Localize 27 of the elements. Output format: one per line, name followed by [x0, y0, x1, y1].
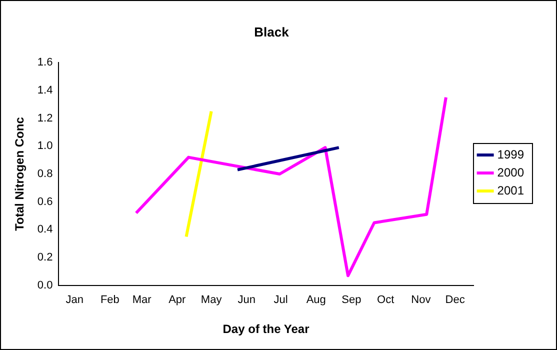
x-tick-label: Nov	[411, 294, 432, 306]
x-tick-label: Apr	[168, 294, 186, 306]
y-tick-label: 0.0	[37, 279, 53, 292]
x-tick-label: May	[200, 294, 222, 306]
y-tick-label: 0.2	[37, 252, 53, 264]
y-tick-label: 1.4	[37, 84, 53, 96]
x-tick-label: Oct	[377, 294, 394, 306]
x-tick-label: Aug	[306, 294, 326, 306]
y-tick-label: 0.4	[37, 224, 53, 236]
y-tick-label: 1.2	[37, 112, 53, 124]
x-tick-label: Dec	[445, 294, 466, 306]
x-tick-label: Feb	[100, 294, 120, 306]
y-tick-label: 1.6	[37, 56, 53, 69]
x-tick-label: Mar	[132, 294, 152, 306]
legend-label: 1999	[497, 147, 524, 162]
chart-title: Black	[254, 24, 290, 40]
x-tick-label: Jul	[274, 294, 288, 306]
y-tick-label: 0.6	[37, 196, 53, 208]
y-axis-title: Total Nitrogen Conc	[12, 116, 27, 231]
legend-label: 2000	[497, 165, 524, 180]
x-tick-label: Jun	[238, 294, 256, 306]
x-tick-label: Sep	[342, 294, 362, 306]
y-tick-label: 0.8	[37, 168, 53, 180]
x-tick-label: Jan	[66, 294, 84, 306]
legend-label: 2001	[497, 183, 524, 198]
x-axis-title: Day of the Year	[222, 322, 310, 336]
y-tick-label: 1.0	[37, 140, 53, 152]
